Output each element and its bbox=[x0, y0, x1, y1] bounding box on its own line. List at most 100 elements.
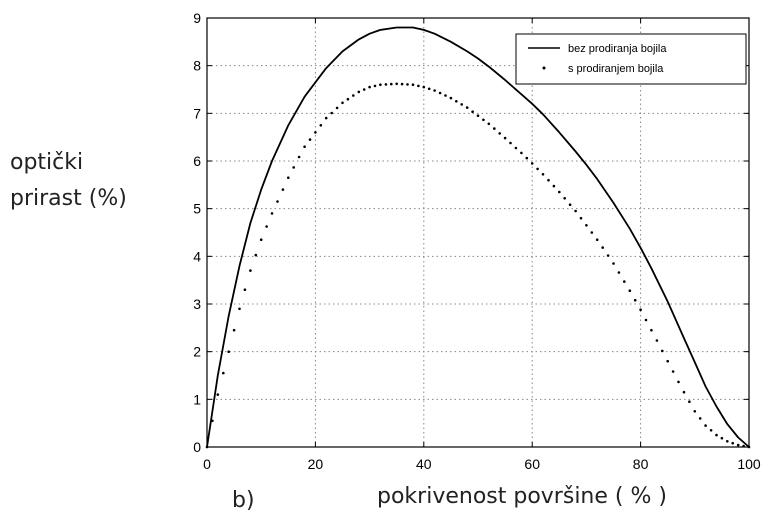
series-point bbox=[460, 103, 464, 106]
series-point bbox=[590, 231, 594, 234]
series-point bbox=[211, 419, 214, 423]
series-point bbox=[433, 89, 436, 92]
series-point bbox=[568, 203, 572, 206]
series-point bbox=[243, 288, 247, 292]
series-point bbox=[525, 156, 529, 160]
series-layer bbox=[205, 26, 751, 449]
series-point bbox=[341, 101, 344, 105]
y-tick-label: 0 bbox=[193, 439, 201, 455]
series-point bbox=[222, 371, 225, 375]
y-tick-label: 1 bbox=[193, 391, 201, 407]
series-point bbox=[406, 83, 409, 86]
legend-swatch-dot bbox=[542, 66, 546, 70]
series-point bbox=[617, 271, 621, 274]
series-point bbox=[276, 200, 279, 203]
series-point bbox=[601, 246, 604, 249]
series-point bbox=[558, 190, 561, 194]
axes-layer bbox=[206, 17, 750, 448]
series-point bbox=[644, 318, 648, 322]
series-point bbox=[346, 97, 350, 101]
series-point bbox=[362, 88, 366, 91]
series-point bbox=[259, 238, 263, 241]
series-point bbox=[232, 328, 236, 332]
series-point bbox=[303, 145, 306, 148]
grid-layer bbox=[207, 18, 749, 447]
x-tick-label: 40 bbox=[416, 456, 432, 472]
series-point bbox=[574, 209, 577, 213]
series-point bbox=[585, 224, 588, 227]
series-point bbox=[465, 106, 469, 109]
y-tick-label: 8 bbox=[193, 58, 201, 74]
y-tick-label: 9 bbox=[193, 10, 201, 26]
series-point bbox=[400, 82, 404, 86]
series-point bbox=[655, 339, 659, 342]
x-tick-label: 100 bbox=[737, 456, 761, 472]
series-point bbox=[352, 94, 355, 97]
series-point bbox=[384, 83, 388, 86]
plot-frame bbox=[206, 17, 750, 448]
y-axis-label-line-2: prirast (%) bbox=[10, 186, 127, 211]
series-point bbox=[639, 308, 642, 312]
series-point bbox=[661, 349, 664, 353]
series-point bbox=[373, 84, 377, 88]
series-point bbox=[503, 136, 507, 140]
series-point bbox=[335, 106, 339, 110]
series-point bbox=[606, 254, 610, 257]
series-point bbox=[395, 82, 399, 86]
series-point bbox=[709, 429, 713, 432]
series-point bbox=[438, 91, 442, 95]
series-point bbox=[357, 90, 361, 94]
x-tick-label: 80 bbox=[633, 456, 649, 472]
series-point bbox=[390, 82, 393, 86]
series-point bbox=[417, 84, 420, 88]
series-point bbox=[493, 127, 496, 130]
series-point bbox=[287, 176, 290, 179]
x-tick-label: 20 bbox=[308, 456, 324, 472]
series-point bbox=[471, 110, 474, 113]
series-point bbox=[482, 118, 485, 122]
series-point bbox=[249, 269, 252, 272]
series-point bbox=[623, 280, 626, 283]
series-point bbox=[541, 173, 545, 176]
series-point bbox=[422, 85, 426, 89]
series-point bbox=[411, 83, 415, 86]
series-point bbox=[666, 359, 669, 363]
panel-label: b) bbox=[232, 488, 255, 513]
series-point bbox=[671, 370, 675, 373]
series-point bbox=[628, 289, 632, 293]
series-point bbox=[297, 155, 301, 159]
series-point bbox=[254, 253, 258, 257]
legend-label: s prodiranjem bojila bbox=[568, 63, 664, 75]
series-point bbox=[726, 440, 729, 443]
series-point bbox=[563, 197, 566, 200]
y-tick-label: 4 bbox=[193, 248, 201, 264]
series-line-solid bbox=[206, 26, 750, 448]
series-point bbox=[379, 83, 382, 86]
ticks-layer: 0 20 40 60 80 100 0 1 2 3 4 5 6 7 8 9 bbox=[193, 10, 761, 472]
series-point bbox=[227, 350, 230, 354]
series-point bbox=[677, 380, 680, 384]
series-point bbox=[509, 141, 512, 145]
y-tick-label: 3 bbox=[193, 296, 201, 312]
series-point bbox=[547, 178, 550, 182]
y-tick-label: 5 bbox=[193, 201, 201, 217]
series-point bbox=[736, 443, 740, 447]
series-point bbox=[731, 441, 734, 445]
series-point bbox=[427, 87, 431, 91]
series-point bbox=[530, 162, 534, 165]
series-point bbox=[579, 216, 583, 220]
series-point bbox=[314, 131, 317, 134]
series-point bbox=[536, 167, 539, 171]
series-point bbox=[449, 96, 453, 100]
x-axis-label: pokrivenost površine ( % ) bbox=[377, 484, 667, 509]
x-tick-label: 0 bbox=[203, 456, 211, 472]
series-point bbox=[715, 433, 718, 437]
series-point bbox=[476, 114, 480, 117]
series-point bbox=[292, 166, 296, 169]
series-point bbox=[514, 146, 518, 150]
series-point bbox=[552, 184, 556, 188]
series-point bbox=[688, 400, 691, 404]
series-point bbox=[704, 424, 707, 427]
series-point bbox=[595, 238, 599, 241]
series-point bbox=[324, 116, 328, 120]
